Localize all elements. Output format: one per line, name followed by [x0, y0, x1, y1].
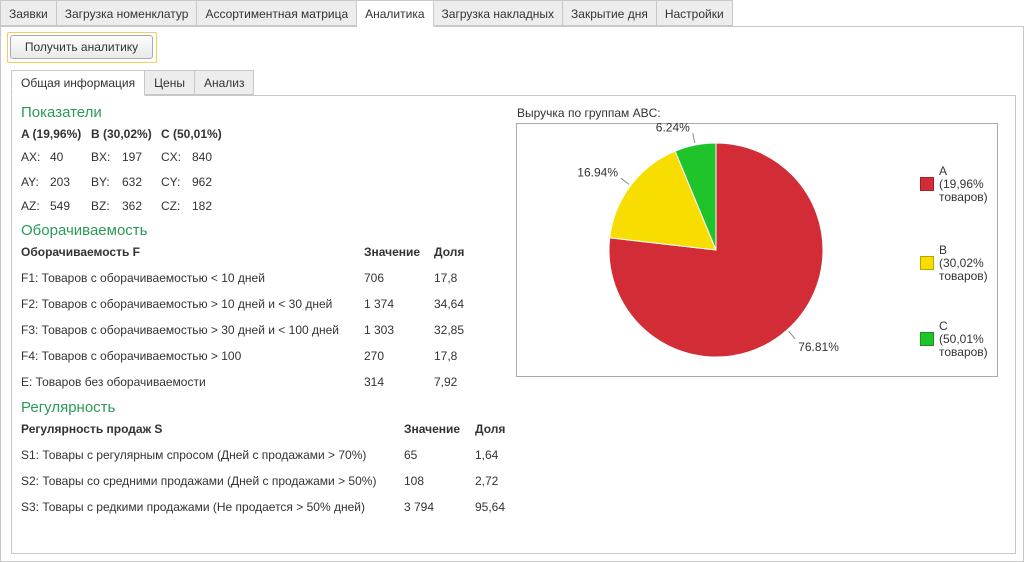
indicator-label: BY:: [91, 175, 110, 189]
turnover-row-label: F3: Товаров с оборачиваемостью > 30 дней…: [21, 323, 339, 337]
pie-leader-line: [692, 133, 696, 144]
indicator-value: 182: [192, 199, 213, 213]
indicator-label: CX:: [161, 150, 182, 164]
top-tab-0[interactable]: Заявки: [0, 0, 57, 26]
sub-tab-1[interactable]: Цены: [145, 70, 195, 95]
turnover-row-value: 1 303: [364, 323, 395, 337]
turnover-row-value: 270: [364, 349, 385, 363]
legend-label-a: A (19,96% товаров): [939, 165, 988, 204]
regularity-row-value: 65: [404, 448, 418, 462]
turnover-row-value: 1 374: [364, 297, 395, 311]
pie-slice-b: [609, 150, 717, 251]
indicator-label: BX:: [91, 150, 111, 164]
legend-label-line: товаров): [939, 345, 988, 359]
group-c-header: C (50,01%): [161, 127, 222, 141]
regularity-row-share: 1,64: [475, 448, 499, 462]
turnover-row-share: 32,85: [434, 323, 465, 337]
indicator-value: 632: [122, 175, 143, 189]
chart-area: [516, 123, 998, 377]
get-analytics-button[interactable]: Получить аналитику: [10, 35, 153, 59]
indicator-label: BZ:: [91, 199, 110, 213]
chart-title: Выручка по группам ABC:: [517, 106, 661, 120]
indicator-value: 549: [50, 199, 71, 213]
top-tab-5[interactable]: Закрытие дня: [563, 0, 657, 26]
regularity-col-value: Значение: [404, 422, 461, 436]
turnover-row-share: 17,8: [434, 271, 458, 285]
regularity-row-share: 95,64: [475, 500, 506, 514]
regularity-row-share: 2,72: [475, 474, 499, 488]
group-a-header: A (19,96%): [21, 127, 82, 141]
top-tab-4[interactable]: Загрузка накладных: [433, 0, 564, 26]
turnover-row-value: 706: [364, 271, 385, 285]
turnover-row-share: 34,64: [434, 297, 465, 311]
pie-data-label: 76.81%: [798, 340, 839, 354]
indicator-value: 840: [192, 150, 213, 164]
indicator-value: 203: [50, 175, 71, 189]
legend-swatch-c: [920, 332, 934, 346]
turnover-table-title: Оборачиваемость F: [21, 245, 141, 259]
turnover-row-share: 17,8: [434, 349, 458, 363]
sub-tab-0[interactable]: Общая информация: [11, 70, 146, 96]
turnover-row-label: F4: Товаров с оборачиваемостью > 100: [21, 349, 242, 363]
legend-swatch-b: [920, 256, 934, 270]
legend-label-line: (19,96%: [939, 177, 984, 191]
indicator-label: AX:: [21, 150, 41, 164]
top-tab-bar: Заявки Загрузка номенклатур Ассортиментная…: [0, 0, 733, 27]
indicator-value: 962: [192, 175, 213, 189]
turnover-row-label: F2: Товаров с оборачиваемостью > 10 дней…: [21, 297, 333, 311]
regularity-row-value: 3 794: [404, 500, 435, 514]
turnover-col-share: Доля: [434, 245, 465, 259]
pie-data-label: 16.94%: [577, 165, 618, 179]
group-b-header: B (30,02%): [91, 127, 152, 141]
legend-label-line: товаров): [939, 190, 988, 204]
pie-slice-c: [674, 142, 717, 251]
legend-label-line: (50,01%: [939, 332, 984, 346]
legend-label-c: C (50,01% товаров): [939, 320, 988, 359]
regularity-row-label: S3: Товары с редкими продажами (Не прода…: [21, 500, 365, 514]
turnover-row-share: 7,92: [434, 375, 458, 389]
top-tab-3[interactable]: Аналитика: [357, 0, 434, 27]
legend-label-b: B (30,02% товаров): [939, 244, 988, 283]
pie-data-label: 6.24%: [656, 120, 690, 134]
sub-tab-bar: Общая информация Цены Анализ: [11, 70, 255, 96]
pie-leader-line: [620, 177, 630, 185]
legend-label-line: A: [939, 164, 948, 178]
indicator-label: AY:: [21, 175, 39, 189]
indicators-heading: Показатели: [21, 104, 102, 121]
regularity-col-share: Доля: [475, 422, 506, 436]
legend-label-line: C: [939, 319, 948, 333]
pie-leader-line: [788, 331, 796, 340]
regularity-row-label: S1: Товары с регулярным спросом (Дней с …: [21, 448, 367, 462]
top-tab-2[interactable]: Ассортиментная матрица: [197, 0, 358, 26]
top-tab-1[interactable]: Загрузка номенклатур: [56, 0, 198, 26]
indicator-label: AZ:: [21, 199, 40, 213]
indicator-label: CZ:: [161, 199, 181, 213]
turnover-row-label: F1: Товаров с оборачиваемостью < 10 дней: [21, 271, 265, 285]
button-focus-outline: [7, 32, 157, 63]
content-panel: [11, 95, 1016, 554]
sub-tab-2[interactable]: Анализ: [194, 70, 255, 95]
regularity-heading: Регулярность: [21, 399, 116, 416]
turnover-col-value: Значение: [364, 245, 421, 259]
indicator-label: CY:: [161, 175, 181, 189]
regularity-table-title: Регулярность продаж S: [21, 422, 163, 436]
legend-label-line: (30,02%: [939, 256, 984, 270]
legend-swatch-a: [920, 177, 934, 191]
turnover-row-value: 314: [364, 375, 385, 389]
turnover-row-label: E: Товаров без оборачиваемости: [21, 375, 206, 389]
top-tab-6[interactable]: Настройки: [656, 0, 733, 26]
legend-label-line: товаров): [939, 269, 988, 283]
legend-label-line: B: [939, 243, 948, 257]
indicator-value: 40: [50, 150, 64, 164]
regularity-row-label: S2: Товары со средними продажами (Дней с…: [21, 474, 377, 488]
regularity-row-value: 108: [404, 474, 425, 488]
turnover-heading: Оборачиваемость: [21, 222, 148, 239]
indicator-value: 197: [122, 150, 143, 164]
indicator-value: 362: [122, 199, 143, 213]
